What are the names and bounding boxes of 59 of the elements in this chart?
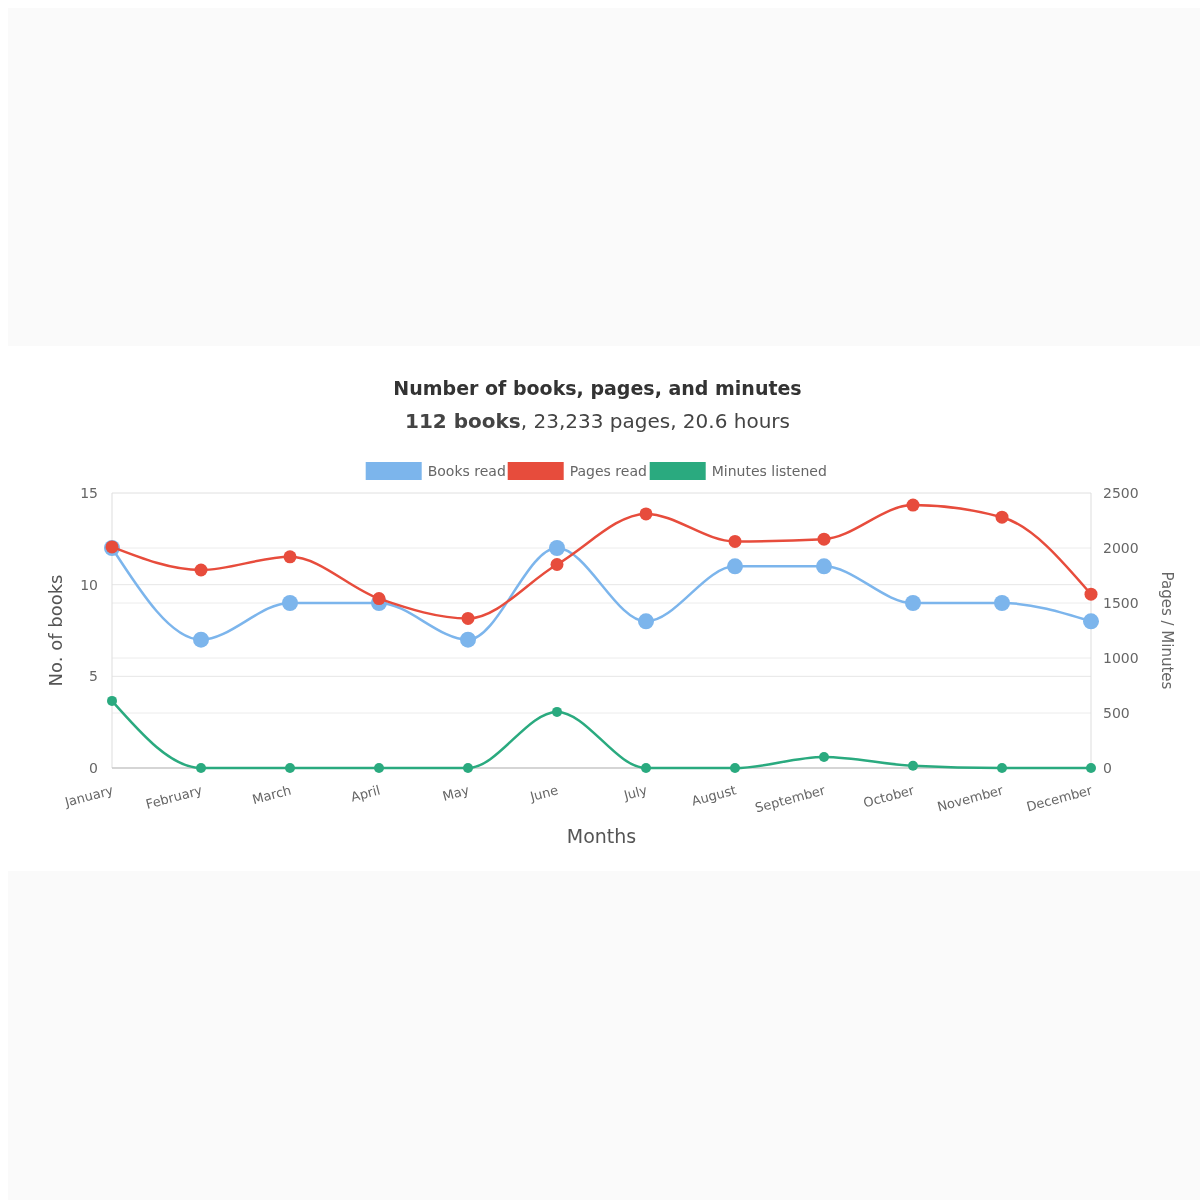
x-tick-label: May bbox=[440, 782, 472, 804]
point bbox=[194, 563, 208, 577]
point bbox=[816, 558, 832, 575]
point bbox=[727, 558, 743, 575]
point bbox=[908, 760, 918, 771]
point bbox=[994, 595, 1010, 611]
point bbox=[728, 534, 742, 548]
y2-tick-label: 1000 bbox=[1103, 650, 1139, 666]
chart-subtitle: 112 books, 23,233 pages, 20.6 hours bbox=[405, 409, 790, 433]
y-tick-label: 15 bbox=[80, 485, 98, 501]
point bbox=[817, 532, 831, 546]
point bbox=[552, 706, 562, 717]
point bbox=[460, 631, 476, 648]
point bbox=[196, 763, 206, 773]
point bbox=[638, 613, 654, 630]
point bbox=[819, 752, 829, 762]
point bbox=[463, 763, 473, 773]
point bbox=[285, 763, 295, 773]
point bbox=[461, 611, 475, 625]
y2-tick-label: 1500 bbox=[1103, 595, 1139, 611]
y-axis-title: No. of books bbox=[45, 574, 66, 687]
x-tick-label: March bbox=[250, 782, 293, 808]
y2-tick-label: 0 bbox=[1103, 760, 1112, 776]
x-tick-label: June bbox=[527, 782, 560, 805]
x-tick-label: October bbox=[861, 782, 917, 811]
y2-tick-label: 500 bbox=[1103, 705, 1130, 721]
y2-tick-label: 2000 bbox=[1103, 540, 1139, 556]
point bbox=[1084, 587, 1098, 601]
chart-title: Number of books, pages, and minutes bbox=[393, 377, 802, 399]
point bbox=[905, 595, 921, 611]
x-tick-label: August bbox=[689, 782, 738, 809]
point bbox=[282, 595, 298, 611]
legend-label: Pages read bbox=[569, 463, 647, 479]
point bbox=[550, 558, 564, 571]
point bbox=[374, 763, 384, 773]
y-tick-label: 0 bbox=[89, 760, 98, 776]
point bbox=[639, 507, 653, 521]
legend-label: Minutes listened bbox=[711, 463, 827, 479]
point bbox=[1083, 613, 1099, 630]
point bbox=[995, 510, 1009, 524]
x-axis-title: Months bbox=[566, 825, 637, 847]
point bbox=[730, 763, 740, 773]
point bbox=[997, 763, 1007, 773]
point bbox=[283, 550, 297, 564]
y2-axis-title: Pages / Minutes bbox=[1158, 571, 1176, 690]
point bbox=[1086, 763, 1096, 773]
y2-tick-label: 2500 bbox=[1103, 485, 1139, 501]
point bbox=[193, 631, 209, 648]
point bbox=[906, 498, 920, 512]
point bbox=[641, 763, 651, 773]
x-tick-label: April bbox=[349, 782, 382, 805]
x-tick-label: February bbox=[144, 782, 205, 812]
y-tick-label: 10 bbox=[80, 576, 98, 593]
x-tick-label: July bbox=[621, 782, 650, 804]
legend-label: Books read bbox=[427, 463, 506, 479]
y-tick-label: 5 bbox=[89, 668, 98, 685]
point bbox=[372, 592, 386, 606]
point bbox=[107, 695, 117, 706]
point bbox=[549, 540, 565, 556]
